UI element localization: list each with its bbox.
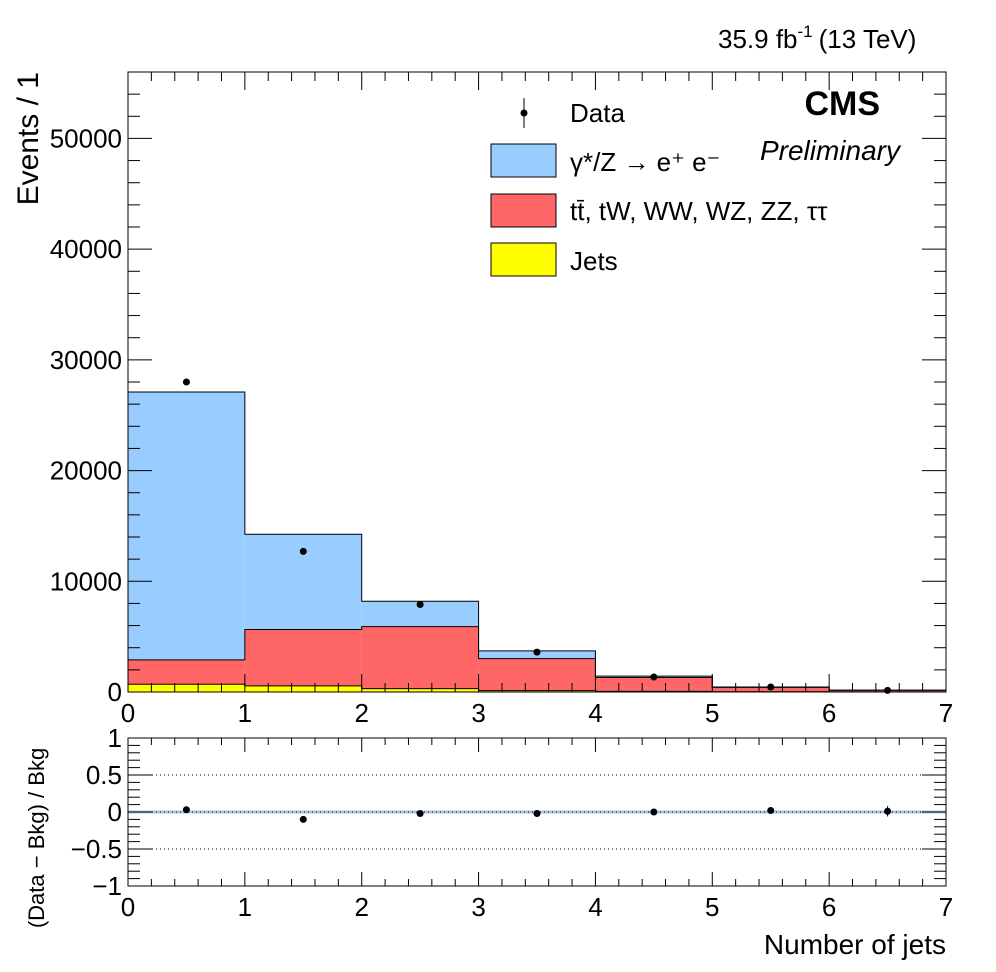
legend-label-top: tt̄, tW, WW, WZ, ZZ, ττ (570, 196, 828, 226)
ratio-ytick-label: −0.5 (71, 834, 122, 864)
main-xtick-label: 6 (822, 698, 836, 728)
main-xtick-label: 7 (939, 698, 953, 728)
bar-jets-bin-3 (478, 690, 596, 692)
ratio-xtick-label: 1 (238, 892, 252, 922)
legend: Data γ*/Z → e⁺ e⁻ tt̄, tW, WW, WZ, ZZ, τ… (490, 98, 828, 277)
ratio-point-1 (299, 815, 307, 823)
main-xtick-label: 3 (471, 698, 485, 728)
legend-swatch-dy (490, 143, 557, 178)
bar-jets-bin-2 (361, 688, 479, 692)
legend-entry-top: tt̄, tW, WW, WZ, ZZ, ττ (490, 193, 828, 228)
stacked-histogram (127, 391, 947, 693)
bar-top-bin-2 (361, 626, 479, 689)
legend-swatch-top (490, 193, 557, 228)
main-xtick-label: 0 (121, 698, 135, 728)
ratio-ytick-label: −1 (92, 871, 122, 901)
legend-entry-jets: Jets (490, 242, 618, 277)
data-point-2 (416, 601, 424, 609)
ratio-xtick-label: 6 (822, 892, 836, 922)
data-point-6 (884, 686, 892, 694)
main-xtick-label: 2 (354, 698, 368, 728)
main-xtick-label: 5 (705, 698, 719, 728)
ratio-point-4 (650, 808, 658, 816)
legend-label-data: Data (570, 98, 625, 128)
ratio-ytick-label: 0.5 (86, 760, 122, 790)
ratio-points (182, 806, 892, 823)
ratio-point-3 (533, 809, 541, 817)
main-y-axis-title: Events / 1 (12, 72, 45, 205)
data-point-3 (533, 648, 541, 656)
main-ytick-label: 40000 (50, 234, 122, 264)
legend-swatch-jets (490, 242, 557, 277)
ratio-ytick-label: 1 (108, 723, 122, 753)
bar-top-bin-4 (595, 677, 713, 692)
bar-top-bin-0 (128, 659, 245, 685)
ratio-frame (127, 737, 947, 887)
data-point-4 (650, 673, 658, 681)
bar-top-bin-3 (478, 658, 596, 691)
legend-entry-data: Data (520, 98, 625, 128)
main-axis-ticks (127, 71, 947, 693)
ratio-point-5 (767, 807, 775, 815)
main-xtick-label: 1 (238, 698, 252, 728)
bar-jets-bin-0 (128, 684, 245, 692)
main-tick-labels: 0 10000 20000 30000 40000 50000 0 1 2 3 4 5 6 7 (50, 123, 954, 728)
legend-data-marker (520, 109, 528, 117)
data-point-5 (767, 683, 775, 691)
data-point-0 (182, 378, 190, 386)
lumi-label: 35.9 fb-1 (13 TeV) (718, 22, 916, 54)
ratio-tick-labels: −1 −0.5 0 0.5 1 0 1 2 3 4 5 6 7 (71, 723, 954, 922)
main-xtick-label: 4 (588, 698, 602, 728)
ratio-point-0 (182, 806, 190, 814)
ratio-xtick-label: 4 (588, 892, 602, 922)
ratio-xtick-label: 5 (705, 892, 719, 922)
x-axis-title: Number of jets (764, 929, 946, 960)
bar-dy-bin-0 (128, 391, 245, 660)
preliminary-label: Preliminary (760, 135, 902, 166)
ratio-xtick-label: 3 (471, 892, 485, 922)
ratio-point-6 (884, 807, 892, 815)
main-ytick-label: 10000 (50, 566, 122, 596)
ratio-xtick-label: 0 (121, 892, 135, 922)
legend-entry-dy: γ*/Z → e⁺ e⁻ (490, 143, 720, 178)
main-ytick-label: 50000 (50, 123, 122, 153)
ratio-ytick-label: 0 (108, 797, 122, 827)
cms-label: CMS (804, 85, 880, 123)
main-panel: 0 10000 20000 30000 40000 50000 0 1 2 3 4 5 6 7 (50, 71, 954, 728)
main-ytick-label: 30000 (50, 345, 122, 375)
ratio-panel: −1 −0.5 0 0.5 1 0 1 2 3 4 5 6 7 (71, 723, 954, 922)
data-point-1 (299, 547, 307, 555)
ratio-xtick-label: 7 (939, 892, 953, 922)
main-ytick-label: 0 (108, 677, 122, 707)
bar-top-bin-1 (244, 629, 362, 686)
main-frame (127, 71, 947, 693)
legend-label-jets: Jets (570, 246, 618, 276)
ratio-point-2 (416, 809, 424, 817)
ratio-xtick-label: 2 (354, 892, 368, 922)
main-ytick-label: 20000 (50, 456, 122, 486)
legend-label-dy: γ*/Z → e⁺ e⁻ (570, 147, 720, 177)
ratio-y-axis-title: (Data − Bkg) / Bkg (24, 748, 49, 928)
bar-jets-bin-1 (244, 685, 362, 692)
